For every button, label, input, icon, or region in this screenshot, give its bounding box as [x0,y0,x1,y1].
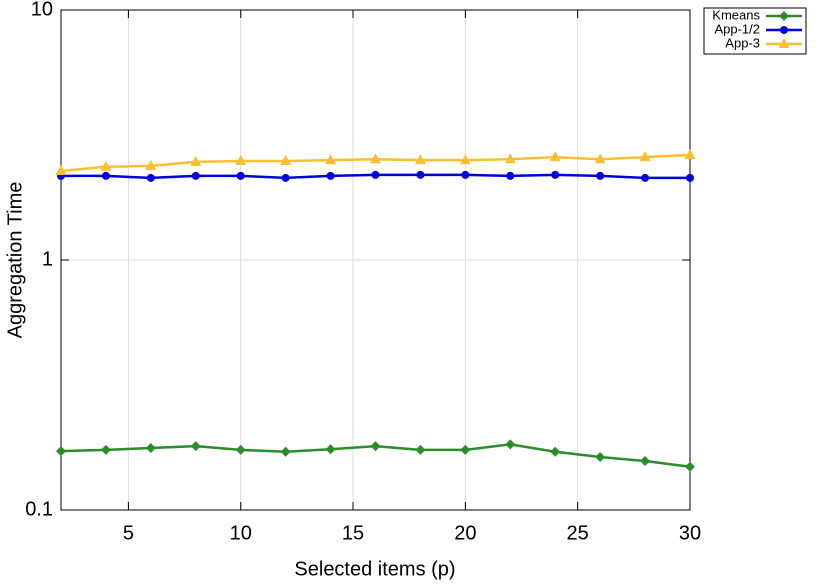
marker [236,171,245,180]
legend-label: App-3 [725,35,760,50]
marker [100,160,112,171]
y-axis-label: Aggregation Time [4,182,26,339]
marker [326,171,335,180]
marker [551,170,560,179]
marker [145,159,157,170]
x-tick-label: 15 [342,522,364,544]
marker [370,153,381,164]
x-tick-label: 5 [123,522,134,544]
marker [235,444,246,455]
x-tick-label: 10 [230,522,252,544]
marker [325,444,336,455]
marker [371,170,380,179]
marker [235,154,247,165]
marker [594,153,606,164]
x-tick-label: 20 [454,522,476,544]
marker [686,173,694,182]
marker [55,164,67,175]
marker [640,456,651,467]
marker [595,451,606,462]
marker [460,444,471,455]
marker [780,26,788,34]
marker [778,38,790,48]
legend-label: App-1/2 [714,21,760,36]
marker [415,444,426,455]
marker [504,153,516,164]
marker [505,439,516,450]
marker [325,154,337,165]
y-tick-label: 1 [42,248,53,270]
marker [370,441,381,452]
marker [641,173,650,182]
marker [779,11,789,21]
marker [280,446,291,457]
marker [416,170,425,179]
marker [639,151,651,162]
marker [685,461,695,472]
marker [684,149,696,160]
marker [280,154,292,165]
marker [191,171,200,180]
marker [549,151,561,162]
marker [190,155,202,166]
x-tick-label: 25 [567,522,589,544]
x-tick-label: 30 [679,522,701,544]
marker [461,170,470,179]
marker [146,173,155,182]
marker [459,154,471,165]
marker [56,446,66,457]
marker [281,173,290,182]
marker [190,441,201,452]
marker [101,171,110,180]
marker [596,171,605,180]
marker [145,443,156,454]
marker [550,446,561,457]
legend-label: Kmeans [712,7,760,22]
x-axis-label: Selected items (p) [294,558,455,580]
marker [414,154,426,165]
marker [506,171,515,180]
marker [100,444,111,455]
y-tick-label: 10 [31,0,53,20]
y-tick-label: 0.1 [25,498,53,520]
plot-frame [60,9,691,511]
